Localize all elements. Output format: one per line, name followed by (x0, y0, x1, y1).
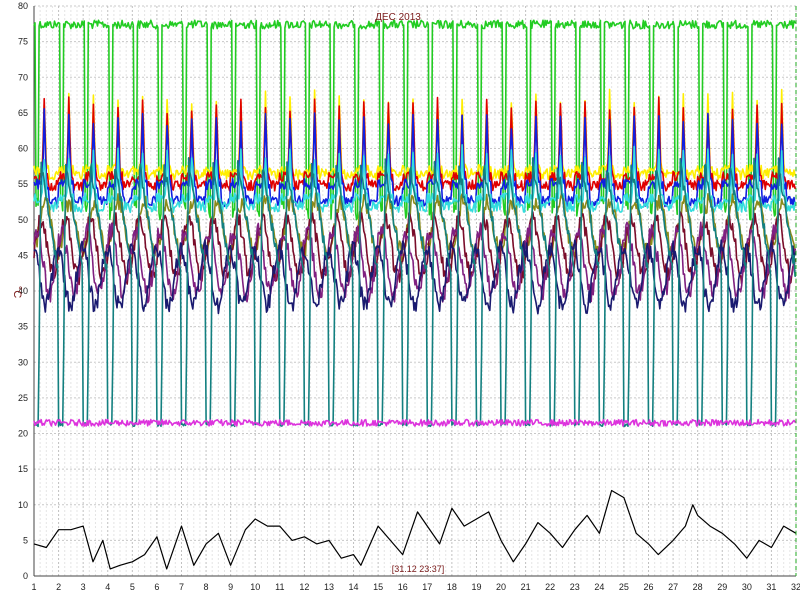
x-tick-label: 12 (299, 582, 309, 592)
x-tick-label: 29 (717, 582, 727, 592)
x-tick-label: 2 (56, 582, 61, 592)
x-tick-label: 27 (668, 582, 678, 592)
x-tick-label: 32 (791, 582, 800, 592)
x-tick-label: 9 (228, 582, 233, 592)
cursor-time-label: [31.12 23:37] (392, 564, 445, 574)
y-tick-label: 70 (18, 72, 28, 82)
x-tick-label: 4 (105, 582, 110, 592)
series-line-11 (33, 489, 797, 570)
y-tick-label: 10 (18, 500, 28, 510)
x-tick-label: 14 (349, 582, 359, 592)
y-tick-label: 55 (18, 179, 28, 189)
x-tick-label: 11 (275, 582, 284, 592)
y-tick-label: 75 (18, 37, 28, 47)
x-tick-label: 24 (594, 582, 604, 592)
y-tick-label: 40 (18, 286, 28, 296)
x-tick-label: 5 (130, 582, 135, 592)
y-tick-label: 25 (18, 393, 28, 403)
series-line-0 (33, 19, 796, 221)
x-tick-label: 1 (31, 582, 36, 592)
y-tick-label: 15 (18, 464, 28, 474)
x-tick-label: 7 (179, 582, 184, 592)
x-tick-label: 3 (81, 582, 86, 592)
x-tick-label: 13 (324, 582, 334, 592)
x-tick-label: 26 (644, 582, 654, 592)
y-tick-label: 60 (18, 144, 28, 154)
x-tick-label: 22 (545, 582, 555, 592)
y-tick-label: 50 (18, 215, 28, 225)
series-layer (33, 19, 797, 570)
y-tick-label: 45 (18, 250, 28, 260)
chart-title: ДЕС 2013 (375, 12, 421, 23)
x-tick-label: 18 (447, 582, 457, 592)
x-tick-label: 25 (619, 582, 629, 592)
x-tick-label: 31 (766, 582, 776, 592)
x-tick-label: 28 (693, 582, 703, 592)
y-axis-label: °C (11, 286, 23, 298)
x-tick-label: 8 (204, 582, 209, 592)
y-tick-label: 20 (18, 429, 28, 439)
x-tick-label: 20 (496, 582, 506, 592)
series-line-7 (33, 221, 796, 304)
x-tick-label: 19 (471, 582, 481, 592)
x-tick-label: 23 (570, 582, 580, 592)
x-tick-label: 21 (521, 582, 531, 592)
y-tick-label: 65 (18, 108, 28, 118)
x-tick-label: 16 (398, 582, 408, 592)
x-tick-label: 17 (422, 582, 432, 592)
y-tick-label: 0 (23, 571, 28, 581)
x-tick-label: 30 (742, 582, 752, 592)
series-line-9 (33, 157, 796, 428)
x-tick-label: 6 (154, 582, 159, 592)
y-tick-label: 80 (18, 1, 28, 11)
y-tick-label: 30 (18, 357, 28, 367)
series-line-10 (33, 418, 796, 427)
x-tick-label: 15 (373, 582, 383, 592)
y-tick-label: 35 (18, 322, 28, 332)
y-tick-label: 5 (23, 535, 28, 545)
x-tick-label: 10 (250, 582, 260, 592)
